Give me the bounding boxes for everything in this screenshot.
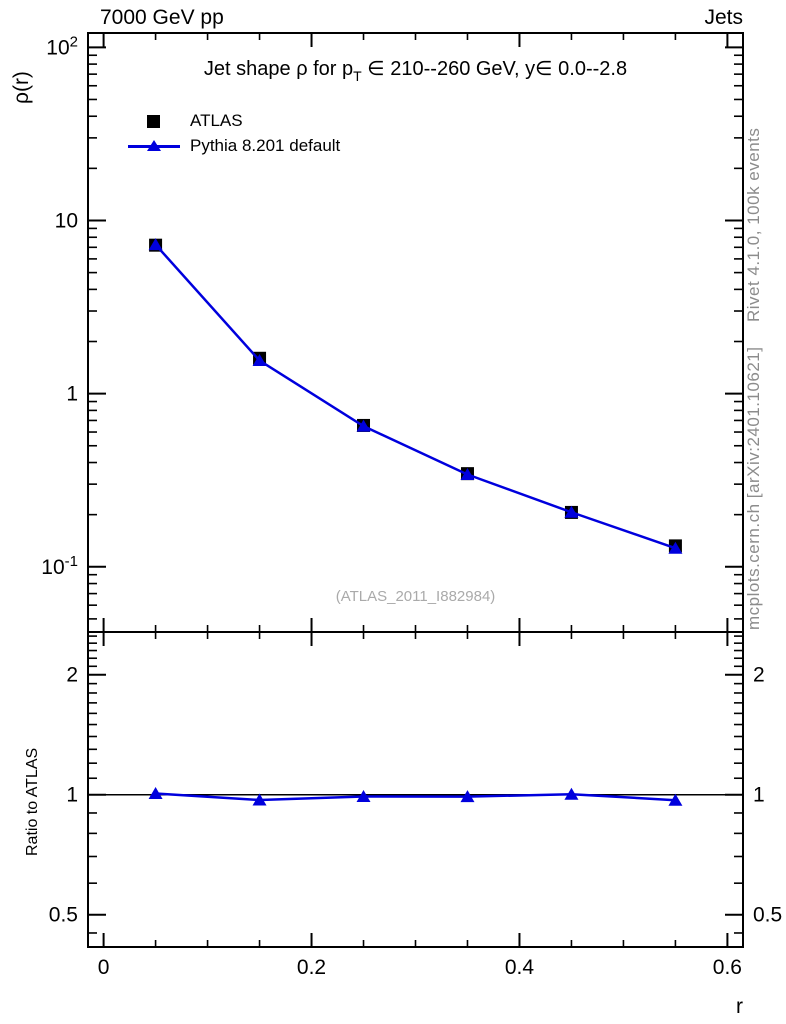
y-tick-label-right: 0.5 (753, 904, 782, 927)
legend-label-pythia: Pythia 8.201 default (190, 136, 341, 155)
x-tick-label: 0.2 (297, 956, 326, 979)
analysis-id-watermark: (ATLAS_2011_I882984) (335, 588, 496, 605)
x-tick-label: 0.6 (713, 956, 742, 979)
y-tick-label: 10 (55, 209, 78, 232)
x-axis-title: r (736, 995, 743, 1018)
y-tick-label: 1 (66, 383, 78, 406)
y-tick-label: 102 (46, 33, 78, 59)
y-tick-label-right: 2 (753, 664, 765, 687)
y-axis-title: ρ(r) (10, 71, 33, 104)
y-ticks: 2 2 1 1 0.5 0.5 (49, 635, 782, 934)
plot-title: Jet shape ρ for pT ∈ 210--260 GeV, y∈ 0.… (88, 56, 743, 84)
plot-title-subscript: T (353, 68, 362, 84)
ratio-axis-title: Ratio to ATLAS (24, 747, 41, 856)
legend-marker-pythia-line-triangle-icon (128, 139, 180, 153)
plot-title-pre: Jet shape ρ for p (203, 58, 354, 80)
series-atlas (149, 238, 682, 553)
ratio-frame (87, 631, 744, 948)
x-tick-labels: 0 0.2 0.4 0.6 (98, 956, 742, 979)
y-tick-label: 0.5 (49, 904, 78, 927)
rivet-version-credit: Rivet 4.1.0, 100k events (744, 127, 763, 322)
y-tick-label-right: 1 (753, 784, 765, 807)
x-tick-label: 0.4 (505, 956, 535, 979)
y-tick-label: 2 (66, 664, 78, 687)
legend-triangle-icon (147, 140, 161, 151)
y-tick-label: 10-1 (41, 553, 78, 579)
legend-label-atlas: ATLAS (190, 111, 243, 130)
y-tick-label: 1 (66, 784, 78, 807)
beam-energy-label: 7000 GeV pp (100, 6, 224, 29)
x-ticks (102, 632, 729, 947)
x-tick-label: 0 (98, 956, 110, 979)
plot-title-post: ∈ 210--260 GeV, y∈ 0.0--2.8 (361, 58, 628, 80)
analysis-group-label: Jets (704, 6, 743, 29)
x-ticks (102, 33, 729, 632)
series-ratio-pythia (148, 787, 683, 806)
legend-marker-atlas-square-icon (147, 115, 160, 128)
mcplots-credit: mcplots.cern.ch [arXiv:2401.10621] (744, 346, 763, 630)
series-pythia (148, 238, 683, 554)
main-frame (87, 32, 744, 633)
